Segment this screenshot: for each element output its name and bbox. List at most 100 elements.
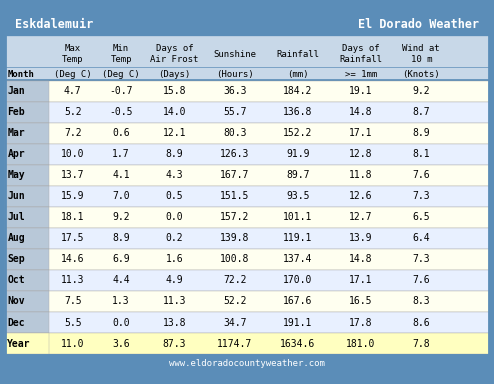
Text: 7.6: 7.6 — [412, 170, 430, 180]
Text: 8.7: 8.7 — [412, 107, 430, 117]
Text: 139.8: 139.8 — [220, 233, 249, 243]
Text: >= 1mm: >= 1mm — [345, 70, 377, 78]
Bar — [5, 312, 489, 333]
Text: 87.3: 87.3 — [163, 339, 186, 349]
Text: 0.2: 0.2 — [165, 233, 183, 243]
Text: -0.7: -0.7 — [109, 86, 133, 96]
Text: May: May — [7, 170, 25, 180]
Bar — [5, 249, 48, 270]
Text: Min: Min — [113, 44, 129, 53]
Text: 80.3: 80.3 — [223, 128, 247, 138]
Bar — [5, 228, 489, 249]
Text: 52.2: 52.2 — [223, 296, 247, 306]
Bar — [5, 165, 48, 186]
Text: 14.8: 14.8 — [349, 255, 372, 265]
Text: 36.3: 36.3 — [223, 86, 247, 96]
Bar — [5, 67, 489, 68]
Bar — [5, 249, 489, 270]
Text: 1.6: 1.6 — [165, 255, 183, 265]
Text: 1634.6: 1634.6 — [280, 339, 316, 349]
Bar — [5, 291, 48, 312]
Bar — [5, 81, 489, 102]
Text: Temp: Temp — [62, 55, 83, 64]
Text: 157.2: 157.2 — [220, 212, 249, 222]
Text: 0.5: 0.5 — [165, 191, 183, 201]
Text: Feb: Feb — [7, 107, 25, 117]
Bar — [5, 186, 48, 207]
Bar — [5, 270, 48, 291]
Text: 93.5: 93.5 — [286, 191, 310, 201]
Text: 4.4: 4.4 — [112, 275, 130, 285]
Text: www.eldoradocountyweather.com: www.eldoradocountyweather.com — [169, 359, 325, 368]
Text: 15.9: 15.9 — [61, 191, 84, 201]
Text: 17.1: 17.1 — [349, 275, 372, 285]
Text: Sep: Sep — [7, 255, 25, 265]
Text: Nov: Nov — [7, 296, 25, 306]
Text: 5.2: 5.2 — [64, 107, 82, 117]
Text: 181.0: 181.0 — [346, 339, 375, 349]
Text: 91.9: 91.9 — [286, 149, 310, 159]
Text: Jul: Jul — [7, 212, 25, 222]
Text: 17.8: 17.8 — [349, 318, 372, 328]
Text: Eskdalemuir: Eskdalemuir — [15, 18, 93, 30]
Text: Aug: Aug — [7, 233, 25, 243]
Text: (Knots): (Knots) — [403, 70, 440, 78]
Bar — [5, 228, 48, 249]
Text: 7.8: 7.8 — [412, 339, 430, 349]
Text: Air Frost: Air Frost — [150, 55, 199, 64]
Text: 14.8: 14.8 — [349, 107, 372, 117]
Text: 55.7: 55.7 — [223, 107, 247, 117]
Text: Year: Year — [7, 339, 31, 349]
Text: 8.6: 8.6 — [412, 318, 430, 328]
Text: Days of: Days of — [342, 44, 379, 53]
Text: 7.5: 7.5 — [64, 296, 82, 306]
Bar — [5, 312, 48, 333]
Text: 13.7: 13.7 — [61, 170, 84, 180]
Text: 14.6: 14.6 — [61, 255, 84, 265]
Text: 15.8: 15.8 — [163, 86, 186, 96]
Text: 6.5: 6.5 — [412, 212, 430, 222]
Text: 12.8: 12.8 — [349, 149, 372, 159]
Text: 167.6: 167.6 — [283, 296, 313, 306]
Text: Temp: Temp — [110, 55, 132, 64]
Text: Dec: Dec — [7, 318, 25, 328]
Text: 4.1: 4.1 — [112, 170, 130, 180]
Text: 7.3: 7.3 — [412, 191, 430, 201]
Text: 126.3: 126.3 — [220, 149, 249, 159]
Text: 9.2: 9.2 — [112, 212, 130, 222]
Text: 12.6: 12.6 — [349, 191, 372, 201]
Text: 16.5: 16.5 — [349, 296, 372, 306]
Text: 11.3: 11.3 — [163, 296, 186, 306]
Text: 7.0: 7.0 — [112, 191, 130, 201]
Text: 4.3: 4.3 — [165, 170, 183, 180]
Text: (Hours): (Hours) — [216, 70, 254, 78]
Text: 167.7: 167.7 — [220, 170, 249, 180]
Text: 170.0: 170.0 — [283, 275, 313, 285]
Text: 12.1: 12.1 — [163, 128, 186, 138]
Text: 151.5: 151.5 — [220, 191, 249, 201]
Text: Days of: Days of — [156, 44, 193, 53]
Text: Rainfall: Rainfall — [276, 50, 319, 59]
Text: 14.0: 14.0 — [163, 107, 186, 117]
Bar — [5, 123, 48, 144]
Text: 8.9: 8.9 — [165, 149, 183, 159]
Text: 136.8: 136.8 — [283, 107, 313, 117]
Bar — [5, 144, 48, 165]
Text: 72.2: 72.2 — [223, 275, 247, 285]
Text: Mar: Mar — [7, 128, 25, 138]
Text: Apr: Apr — [7, 149, 25, 159]
Text: 152.2: 152.2 — [283, 128, 313, 138]
Text: 13.8: 13.8 — [163, 318, 186, 328]
Text: 0.0: 0.0 — [112, 318, 130, 328]
Bar — [5, 207, 489, 228]
Bar — [5, 123, 489, 144]
Bar — [5, 354, 489, 372]
Text: 19.1: 19.1 — [349, 86, 372, 96]
Text: 10.0: 10.0 — [61, 149, 84, 159]
Text: 137.4: 137.4 — [283, 255, 313, 265]
Bar — [5, 12, 489, 36]
Text: 12.7: 12.7 — [349, 212, 372, 222]
Text: 7.3: 7.3 — [412, 255, 430, 265]
Text: 18.1: 18.1 — [61, 212, 84, 222]
Text: 191.1: 191.1 — [283, 318, 313, 328]
